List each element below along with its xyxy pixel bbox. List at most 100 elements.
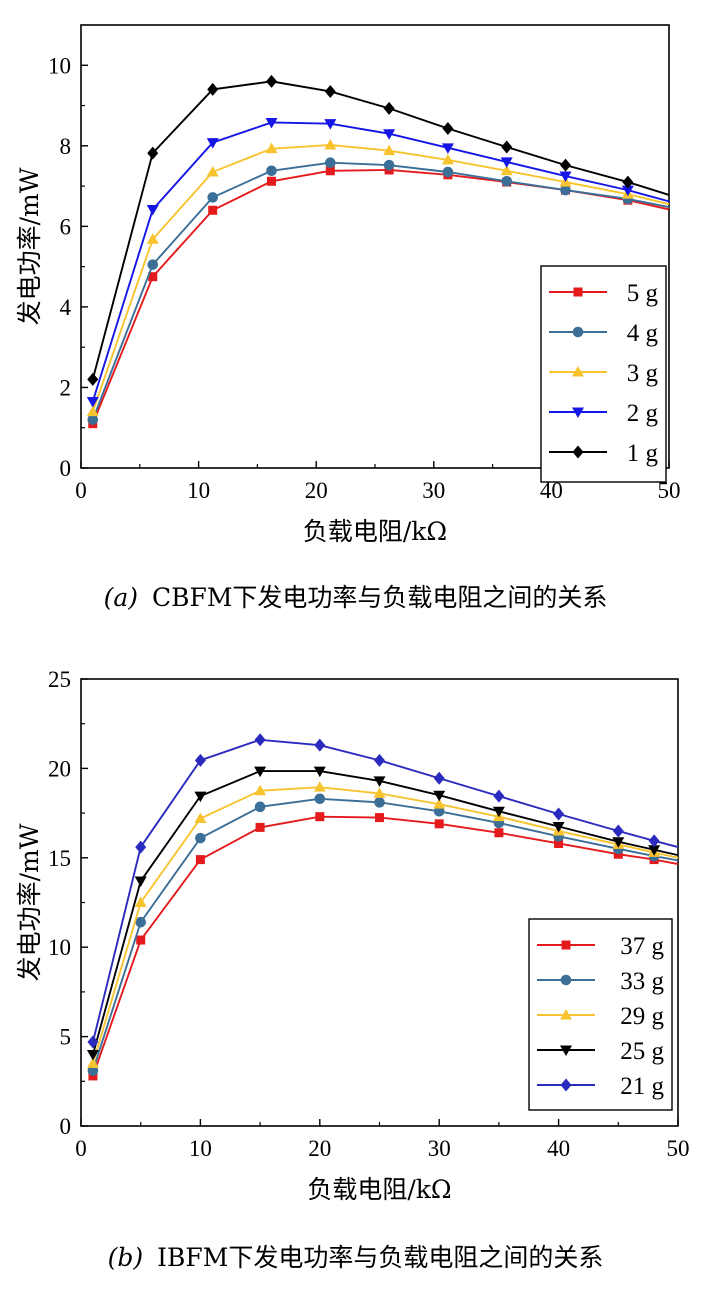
data-point (325, 157, 336, 169)
x-tick-label: 50 (658, 478, 681, 503)
series-1g (87, 74, 670, 386)
data-point (383, 129, 396, 140)
data-point (86, 397, 99, 408)
data-point (135, 840, 147, 854)
data-point (492, 806, 505, 818)
data-point (433, 790, 446, 802)
data-point (86, 1057, 99, 1068)
data-point (87, 1065, 99, 1076)
data-point (135, 916, 146, 928)
legend-label: 2 g (627, 400, 659, 427)
data-point (254, 801, 266, 813)
data-point (206, 138, 219, 149)
data-point (373, 776, 386, 787)
y-tick-label: 0 (60, 456, 72, 481)
x-tick-label: 20 (305, 478, 328, 503)
data-point (375, 813, 384, 823)
data-point (146, 233, 159, 244)
x-tick-label: 30 (422, 478, 445, 503)
chart-a: 0 10 20 30 40 50 0 2 4 6 8 10 负载电阻/kΩ 发电功率/mW 5 g 4 g 3 … (15, 24, 681, 546)
legend-marker (572, 366, 584, 377)
data-point (147, 259, 159, 270)
series-line (92, 738, 679, 1043)
x-tick-label: 20 (308, 1136, 331, 1161)
data-point (621, 185, 634, 197)
y-tick-label: 0 (60, 1114, 72, 1139)
data-point (255, 822, 265, 832)
data-point (441, 143, 454, 154)
caption-a-text: CBFM下发电功率与负载电阻之间的关系 (151, 583, 608, 612)
data-point (324, 84, 336, 98)
data-point (146, 204, 159, 216)
series-2g (86, 117, 670, 408)
legend-marker (560, 974, 572, 986)
y-axis-title: 发电功率/mW (15, 823, 44, 981)
data-point (87, 372, 99, 386)
y-tick-label: 5 (60, 1025, 72, 1050)
data-point (87, 414, 99, 425)
y-tick-label: 6 (60, 214, 72, 239)
data-point (266, 74, 278, 88)
data-point (648, 845, 661, 856)
data-point (501, 140, 513, 154)
x-tick-label: 0 (75, 1136, 87, 1161)
data-point (622, 175, 634, 189)
data-point (494, 828, 504, 838)
series-line (92, 815, 679, 1077)
y-tick-label: 8 (60, 134, 72, 159)
legend-box (540, 265, 667, 483)
legend-marker (561, 940, 571, 950)
y-tick-label: 4 (60, 295, 72, 320)
data-point (500, 157, 513, 168)
data-point (194, 812, 207, 823)
data-point (553, 807, 565, 821)
legend: 5 g 4 g 3 g 2 g 1 g (540, 265, 667, 483)
data-point (194, 791, 207, 803)
data-point (501, 175, 513, 187)
data-point (315, 812, 325, 822)
data-point (86, 405, 99, 417)
data-point (383, 144, 396, 156)
caption-b-text: IBFM下发电功率与负载电阻之间的关系 (157, 1243, 604, 1272)
x-tick-label: 40 (547, 1136, 570, 1161)
data-point (373, 787, 386, 798)
x-tick-label: 0 (75, 478, 87, 503)
data-point (441, 153, 454, 165)
legend-marker (560, 1078, 572, 1092)
legend-marker (560, 1045, 572, 1056)
data-point (612, 837, 625, 848)
series-29g (86, 781, 679, 1068)
x-tick-label: 40 (540, 478, 563, 503)
series-21g (87, 733, 679, 1049)
data-point (88, 1071, 98, 1081)
x-tick-label: 30 (428, 1136, 451, 1161)
legend-label: 5 g (627, 280, 659, 307)
data-point (314, 793, 326, 805)
data-point (560, 184, 571, 196)
legend-label: 4 g (627, 320, 659, 347)
legend-label: 33 g (620, 968, 664, 995)
y-axis-title: 发电功率/mW (15, 167, 44, 325)
data-point (148, 272, 158, 282)
data-point (134, 896, 147, 907)
data-point (374, 797, 385, 808)
data-point (254, 784, 267, 796)
series-25g (86, 766, 679, 1061)
data-point (325, 166, 335, 176)
data-point (147, 146, 159, 160)
legend-label: 37 g (620, 933, 664, 960)
data-point (433, 798, 446, 809)
data-point (265, 117, 278, 129)
caption-a-tag: (a) (103, 583, 138, 612)
data-point (433, 771, 445, 785)
x-tick-label: 10 (189, 1136, 212, 1161)
legend-label: 1 g (627, 440, 659, 467)
y-tick-label: 15 (48, 846, 71, 871)
data-point (648, 834, 660, 848)
data-point (554, 838, 564, 848)
y-tick-label: 25 (48, 667, 71, 692)
data-point (324, 119, 337, 130)
data-point (383, 101, 395, 115)
data-point (136, 935, 146, 945)
